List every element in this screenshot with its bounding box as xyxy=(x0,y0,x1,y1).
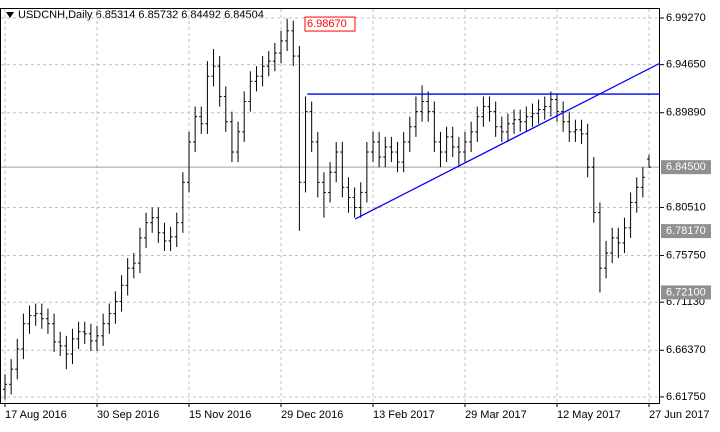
price-level-box xyxy=(661,285,711,300)
y-tick-label: 6.99270 xyxy=(666,12,706,24)
x-tick-label: 29 Mar 2017 xyxy=(465,409,527,421)
x-tick-label: 27 Jun 2017 xyxy=(649,409,710,421)
annotation-box xyxy=(304,16,356,32)
x-tick-label: 12 May 2017 xyxy=(557,409,621,421)
price-level-box xyxy=(661,160,711,175)
chart-title: USDCNH,Daily 6.85314 6.85732 6.84492 6.8… xyxy=(18,9,264,21)
y-tick-label: 6.61750 xyxy=(666,391,706,403)
y-tick-label: 6.89890 xyxy=(666,107,706,119)
trend-line xyxy=(354,62,660,220)
x-tick-label: 30 Sep 2016 xyxy=(97,409,159,421)
title-arrow xyxy=(6,12,14,18)
y-tick-label: 6.94650 xyxy=(666,59,706,71)
y-tick-label: 6.75750 xyxy=(666,249,706,261)
x-tick-label: 17 Aug 2016 xyxy=(5,409,67,421)
x-tick-label: 13 Feb 2017 xyxy=(373,409,435,421)
x-tick-label: 29 Dec 2016 xyxy=(281,409,343,421)
price-level-label: 6.84500 xyxy=(666,161,706,173)
price-level-label: 6.72100 xyxy=(666,286,706,298)
price-level-box xyxy=(661,224,711,239)
y-tick-label: 6.80510 xyxy=(666,201,706,213)
price-level-label: 6.78170 xyxy=(666,225,706,237)
x-tick-label: 15 Nov 2016 xyxy=(189,409,251,421)
plot-frame xyxy=(0,8,660,404)
annotation-label: 6.98670 xyxy=(307,18,347,30)
y-tick-label: 6.66370 xyxy=(666,344,706,356)
